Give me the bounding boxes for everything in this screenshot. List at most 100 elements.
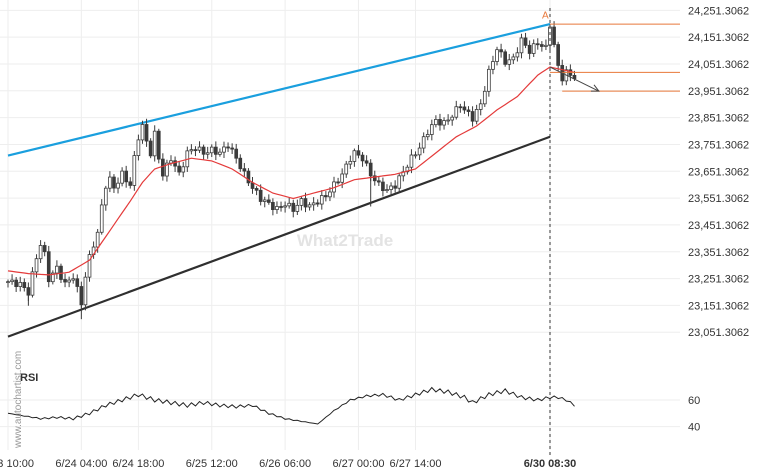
x-tick-label: 6/27 14:00: [390, 458, 442, 470]
candle-body: [352, 150, 357, 162]
candle-body: [34, 258, 39, 273]
candle-body: [136, 139, 141, 156]
candle-body: [519, 37, 524, 54]
candle-body: [474, 109, 479, 122]
candle-body: [344, 163, 349, 175]
candle-body: [18, 282, 23, 288]
rsi-label: RSI: [20, 372, 38, 384]
candle-body: [55, 265, 59, 274]
forecast-line: [549, 66, 600, 92]
candle-body: [161, 158, 165, 177]
candle-body: [258, 189, 263, 202]
candle-body: [413, 154, 418, 157]
candle-body: [360, 154, 365, 162]
watermark: What2Trade: [297, 231, 393, 250]
candle-body: [165, 162, 169, 177]
candles: [6, 21, 577, 320]
candle-body: [446, 119, 450, 122]
candle-body: [238, 157, 243, 170]
candle-body: [377, 180, 381, 183]
candle-body: [535, 43, 540, 46]
candle-body: [556, 44, 560, 66]
candle-body: [83, 276, 88, 306]
candle-body: [67, 279, 71, 283]
candle-body: [271, 202, 275, 211]
candle-body: [177, 165, 181, 173]
level-lines: [550, 23, 680, 92]
candle-body: [42, 245, 47, 253]
candle-body: [266, 199, 271, 203]
candle-body: [462, 106, 467, 111]
x-tick-label: 6/26 06:00: [259, 458, 311, 470]
candle-body: [144, 124, 149, 142]
y-tick-label: 23,151.3062: [688, 300, 749, 312]
rsi-line: [7, 386, 575, 425]
candle-body: [482, 90, 487, 105]
candle-body: [193, 149, 198, 152]
candle-body: [275, 206, 279, 211]
forecast-arrow: [549, 66, 600, 92]
rsi-axis-ticks: 60 40: [688, 395, 700, 434]
y-tick-label: 23,751.3062: [688, 139, 749, 151]
candle-body: [315, 202, 320, 205]
candle-body: [79, 286, 84, 306]
candle-body: [222, 146, 226, 153]
candle-body: [156, 130, 161, 160]
candle-body: [14, 279, 18, 288]
candle-body: [434, 119, 438, 126]
candle-body: [108, 176, 112, 189]
y-axis-ticks: 24,251.3062 24,151.3062 24,051.3062 23,951.…: [688, 5, 749, 339]
candle-body: [397, 175, 402, 189]
candle-body: [540, 44, 544, 47]
candle-body: [283, 205, 287, 208]
candle-body: [450, 116, 455, 121]
rsi-tick-label: 40: [688, 422, 700, 434]
candle-body: [454, 106, 459, 118]
candle-body: [250, 182, 255, 189]
candle-body: [548, 26, 552, 46]
candle-body: [368, 162, 373, 177]
candle-body: [527, 44, 532, 54]
candle-body: [230, 147, 234, 150]
candle-body: [405, 166, 410, 173]
candle-body: [120, 170, 124, 184]
x-tick-label: 6/24 04:00: [55, 458, 107, 470]
candle-body: [328, 191, 332, 198]
y-tick-label: 24,251.3062: [688, 5, 749, 17]
candle-body: [246, 170, 251, 184]
candle-body: [205, 152, 210, 155]
candle-body: [112, 176, 116, 189]
y-tick-label: 23,651.3062: [688, 166, 749, 178]
candle-body: [389, 185, 393, 190]
candle-body: [303, 198, 308, 208]
candle-body: [470, 111, 475, 122]
candle-body: [279, 206, 283, 208]
y-tick-label: 24,151.3062: [688, 32, 749, 44]
candle-body: [140, 124, 145, 141]
candle-body: [197, 146, 202, 151]
candle-body: [181, 166, 186, 173]
candle-body: [218, 151, 222, 155]
candle-body: [46, 251, 51, 283]
moving-average-line: [7, 66, 575, 276]
y-tick-label: 23,451.3062: [688, 220, 749, 232]
y-tick-label: 23,851.3062: [688, 113, 749, 125]
candle-body: [254, 188, 259, 191]
candle-body: [438, 119, 442, 126]
candle-body: [324, 195, 328, 198]
candle-body: [173, 160, 177, 167]
candle-body: [552, 26, 556, 45]
candle-body: [340, 173, 344, 183]
candle-body: [242, 168, 247, 172]
candle-body: [478, 103, 483, 110]
candle-body: [356, 150, 361, 156]
y-tick-label: 23,351.3062: [688, 247, 749, 259]
candle-body: [10, 279, 14, 283]
candle-body: [152, 130, 157, 157]
annotations: A: [542, 11, 549, 22]
candle-body: [531, 43, 536, 54]
candle-body: [364, 160, 369, 164]
candle-body: [214, 146, 218, 155]
x-tick-label: 6/25 12:00: [186, 458, 238, 470]
candle-body: [544, 44, 548, 47]
